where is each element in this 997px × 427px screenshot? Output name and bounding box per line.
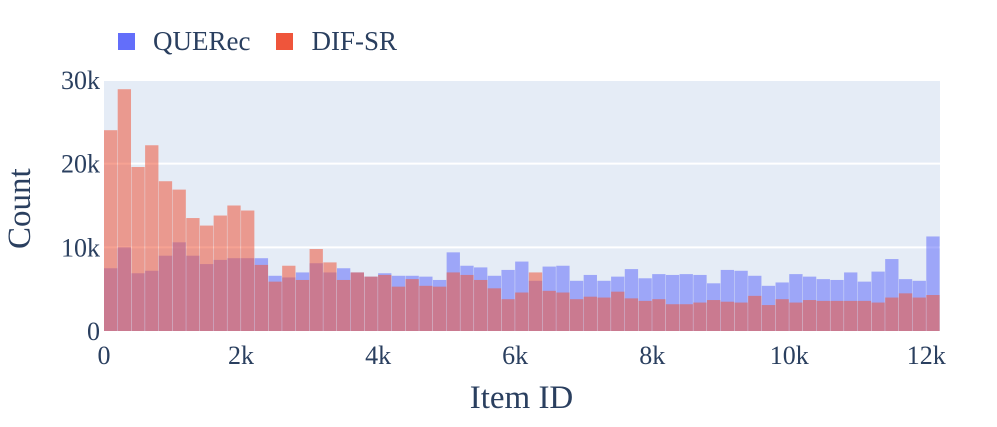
x-axis-title-wrap: Item ID	[0, 380, 997, 417]
y-tick-label: 0	[87, 317, 100, 346]
legend-item-dif-sr[interactable]: DIF-SR	[276, 26, 397, 57]
bar-dif-sr	[336, 279, 351, 331]
bar-dif-sr	[432, 286, 447, 331]
bar-dif-sr	[104, 130, 118, 331]
bar-dif-sr	[241, 210, 255, 331]
x-axis-ticks: 0 2k 4k 6k 8k 10k 12k	[98, 341, 946, 370]
bar-dif-sr	[569, 299, 584, 331]
bar-dif-sr	[199, 225, 214, 331]
bar-dif-sr	[131, 167, 145, 331]
y-tick-label: 30k	[61, 66, 100, 95]
bar-dif-sr	[501, 299, 515, 331]
bar-dif-sr	[323, 262, 337, 331]
bar-dif-sr	[816, 300, 830, 331]
bar-dif-sr	[446, 272, 460, 331]
bar-dif-sr	[802, 300, 817, 331]
bar-dif-sr	[295, 279, 310, 331]
bar-dif-sr	[638, 300, 652, 331]
x-tick-label: 8k	[639, 341, 665, 370]
legend-label-dif-sr: DIF-SR	[311, 26, 397, 56]
bar-dif-sr	[213, 215, 227, 331]
bar-dif-sr	[885, 297, 899, 331]
bar-dif-sr	[624, 298, 639, 331]
y-tick-label: 10k	[61, 233, 100, 262]
bar-dif-sr	[898, 293, 913, 331]
bar-dif-sr	[775, 299, 789, 331]
bar-dif-sr	[391, 286, 406, 331]
x-tick-label: 2k	[228, 341, 254, 370]
bar-dif-sr	[515, 292, 529, 331]
bar-dif-sr	[117, 89, 132, 331]
bar-dif-sr	[734, 302, 748, 331]
x-tick-label: 4k	[365, 341, 391, 370]
y-tick-label: 20k	[61, 150, 100, 179]
bar-dif-sr	[172, 189, 186, 331]
bar-dif-sr	[665, 304, 680, 331]
bar-dif-sr	[268, 281, 282, 331]
bar-dif-sr	[679, 304, 693, 331]
bar-dif-sr	[748, 295, 762, 331]
bar-dif-sr	[350, 272, 364, 331]
bar-dif-sr	[542, 290, 556, 331]
legend-label-querec: QUERec	[153, 26, 251, 56]
x-tick-label: 0	[98, 341, 111, 370]
bar-dif-sr	[145, 145, 159, 331]
bar-dif-sr	[282, 265, 296, 331]
bar-dif-sr	[227, 205, 241, 331]
bar-dif-sr	[254, 264, 269, 331]
bar-dif-sr	[707, 300, 721, 331]
bar-dif-sr	[693, 302, 707, 331]
bar-dif-sr	[652, 299, 666, 331]
bar-dif-sr	[364, 276, 378, 331]
bar-dif-sr	[309, 249, 323, 331]
bar-dif-sr	[405, 279, 419, 331]
x-tick-label: 6k	[502, 341, 528, 370]
bar-dif-sr	[378, 274, 392, 331]
x-tick-label: 10k	[770, 341, 809, 370]
bar-dif-sr	[926, 295, 940, 331]
bar-dif-sr	[419, 285, 433, 331]
bar-dif-sr	[528, 272, 543, 331]
bar-dif-sr	[460, 274, 474, 331]
series-dif-sr-bars	[104, 89, 940, 331]
bar-dif-sr	[611, 291, 625, 331]
x-tick-label: 12k	[907, 341, 946, 370]
legend-swatch-querec	[118, 33, 135, 50]
bar-dif-sr	[871, 302, 885, 331]
x-axis-title: Item ID	[469, 380, 574, 416]
bar-dif-sr	[857, 300, 872, 331]
bar-dif-sr	[789, 302, 803, 331]
bar-dif-sr	[487, 288, 502, 331]
y-axis-title: Count	[2, 168, 38, 249]
bar-dif-sr	[158, 181, 173, 331]
bar-dif-sr	[556, 292, 570, 331]
bar-dif-sr	[583, 296, 597, 331]
bar-dif-sr	[720, 301, 735, 331]
bar-dif-sr	[830, 300, 844, 331]
legend-item-querec[interactable]: QUERec	[118, 26, 250, 57]
y-axis-ticks: 0 10k 20k 30k	[61, 66, 100, 346]
legend-swatch-dif-sr	[276, 33, 294, 50]
bar-dif-sr	[474, 279, 488, 331]
bar-dif-sr	[761, 305, 776, 331]
bar-dif-sr	[186, 218, 200, 331]
bar-dif-sr	[597, 297, 611, 331]
legend: QUERec DIF-SR	[118, 26, 423, 57]
bar-dif-sr	[844, 300, 858, 331]
bar-dif-sr	[912, 297, 926, 331]
